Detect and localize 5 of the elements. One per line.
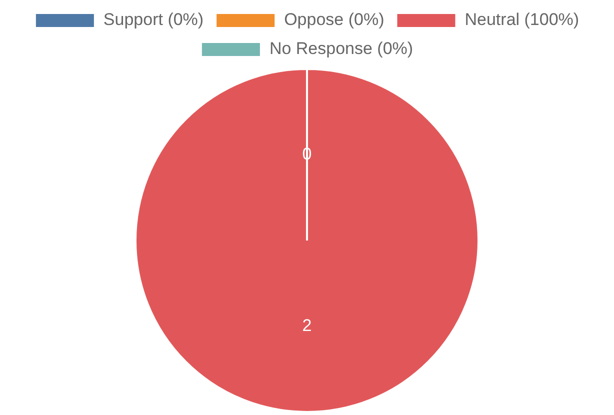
legend-label: Neutral (100%) bbox=[464, 10, 580, 30]
legend-label: Oppose (0%) bbox=[284, 10, 384, 30]
legend-label: Support (0%) bbox=[103, 10, 204, 30]
legend-label: No Response (0%) bbox=[269, 39, 414, 58]
data-label: 2 bbox=[302, 316, 312, 335]
